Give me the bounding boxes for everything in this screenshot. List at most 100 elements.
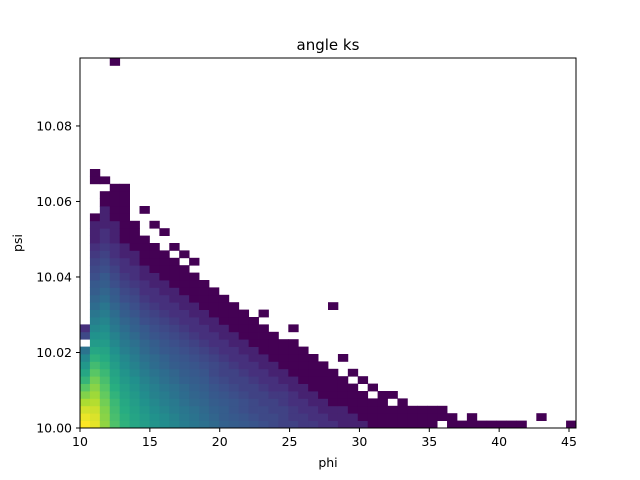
plot-frame [79,57,577,429]
heatmap-cell [228,405,240,414]
heatmap-cell [99,294,111,303]
heatmap-cell [89,331,101,340]
heatmap-cell [149,317,160,325]
heatmap-cell [129,398,140,407]
heatmap-cell [149,405,160,414]
heatmap-cell [258,361,269,370]
heatmap-cell [80,361,91,370]
heatmap-cell [119,257,130,266]
heatmap-cell [298,383,309,392]
y-tick-label: 10.08 [36,118,72,133]
heatmap-cell [268,398,279,407]
y-tick-label: 10.00 [36,421,72,436]
heatmap-cell [347,391,359,399]
x-axis-label: phi [318,455,337,470]
heatmap-cell [139,287,150,296]
heatmap-cell [159,287,170,296]
heatmap-cell [437,405,448,414]
heatmap-cell [199,280,210,288]
heatmap-cell [159,324,170,333]
heatmap-cell [199,302,210,310]
heatmap-cell [387,391,398,399]
heatmap-cell [159,331,170,340]
heatmap-cell [89,257,101,266]
heatmap-cell [337,413,349,421]
heatmap-cell [99,368,111,377]
heatmap-cell [238,346,250,355]
heatmap-cell [139,302,150,310]
heatmap-cell [139,413,150,421]
heatmap-cell [109,398,121,407]
heatmap-cell [228,339,240,347]
heatmap-cell [268,361,279,370]
heatmap-cell [99,235,111,244]
heatmap-cell [89,361,101,370]
heatmap-cell [387,413,398,421]
heatmap-cell [89,220,101,229]
heatmap-cell [347,420,359,429]
heatmap-cell [99,250,111,259]
heatmap-cell [268,331,279,340]
heatmap-cell [149,383,160,392]
heatmap-cell [298,376,309,384]
heatmap-cell [218,331,230,340]
heatmap-cell [248,413,259,421]
heatmap-cell [278,376,289,384]
heatmap-cell [347,413,359,421]
heatmap-cell [109,228,121,236]
heatmap-cell [278,391,289,399]
heatmap-cell [258,339,269,347]
heatmap-cell [99,213,111,222]
heatmap-cell [179,309,190,318]
heatmap-cell [278,368,289,377]
heatmap-cell [308,420,319,429]
heatmap-cell [258,324,269,333]
heatmap-cell [238,309,250,318]
heatmap-cell [189,405,200,414]
heatmap-cell [208,346,220,355]
heatmap-cell [407,405,418,414]
heatmap-cell [129,250,140,259]
heatmap-cell [189,272,200,281]
heatmap-cell [119,420,130,429]
heatmap-cell [199,361,210,370]
heatmap-cell [189,420,200,429]
heatmap-cell [169,257,180,266]
heatmap-cell [347,383,359,392]
heatmap-cell [129,339,140,347]
heatmap-cell [119,272,130,281]
heatmap-cell [169,383,180,392]
heatmap-cell [337,376,349,384]
heatmap-cell [80,405,91,414]
heatmap-cell [99,405,111,414]
heatmap-cell [278,361,289,370]
heatmap-cell [129,420,140,429]
heatmap-cell [99,376,111,384]
heatmap-cell [238,361,250,370]
heatmap-cell [387,405,398,414]
heatmap-cell [80,391,91,399]
heatmap-cell [288,324,299,333]
heatmap-cell [149,324,160,333]
heatmap-cell [109,213,121,222]
heatmap-cell [278,405,289,414]
heatmap-cell [99,398,111,407]
heatmap-cell [208,420,220,429]
heatmap-cell [129,324,140,333]
heatmap-cell [189,257,200,266]
heatmap-cell [159,294,170,303]
heatmap-cell [89,243,101,251]
heatmap-cell [119,183,130,192]
heatmap-cell [109,420,121,429]
heatmap-cell [109,339,121,347]
heatmap-cell [238,405,250,414]
heatmap-cell [99,317,111,325]
heatmap-cell [288,405,299,414]
heatmap-cell [377,398,388,407]
heatmap-cell [149,265,160,273]
heatmap-cell [99,257,111,266]
heatmap-cell [129,413,140,421]
heatmap-cell [119,346,130,355]
heatmap-cell [119,294,130,303]
